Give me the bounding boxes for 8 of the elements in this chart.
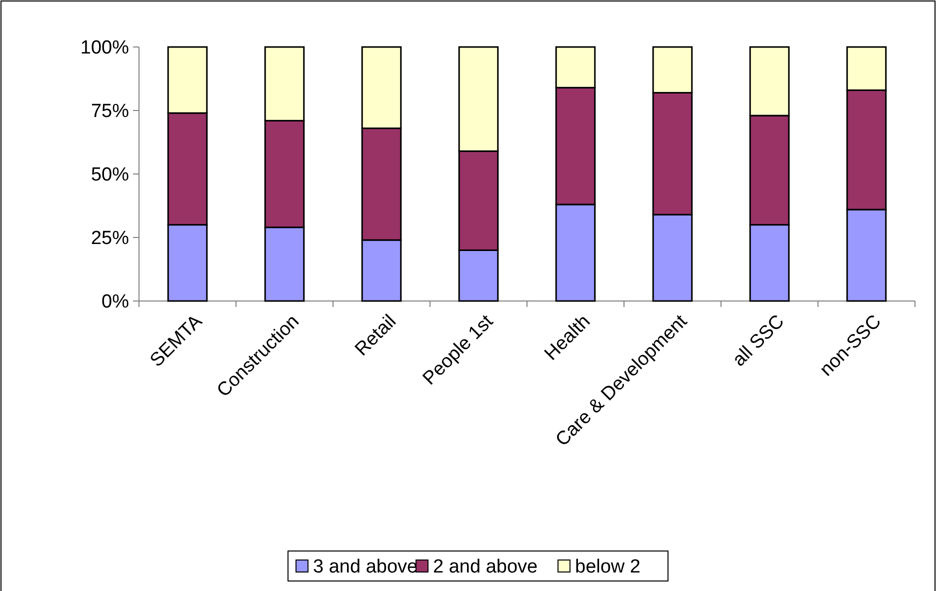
legend-label: 3 and above [313, 556, 418, 578]
y-tick-label: 0% [102, 292, 130, 313]
y-tick-label: 50% [90, 164, 130, 186]
legend-label: 2 and above [433, 556, 538, 578]
legend-label: below 2 [575, 556, 640, 578]
y-tick-label: 100% [80, 38, 130, 59]
y-tick-label: 25% [90, 228, 130, 250]
y-tick-label: 75% [90, 101, 130, 122]
